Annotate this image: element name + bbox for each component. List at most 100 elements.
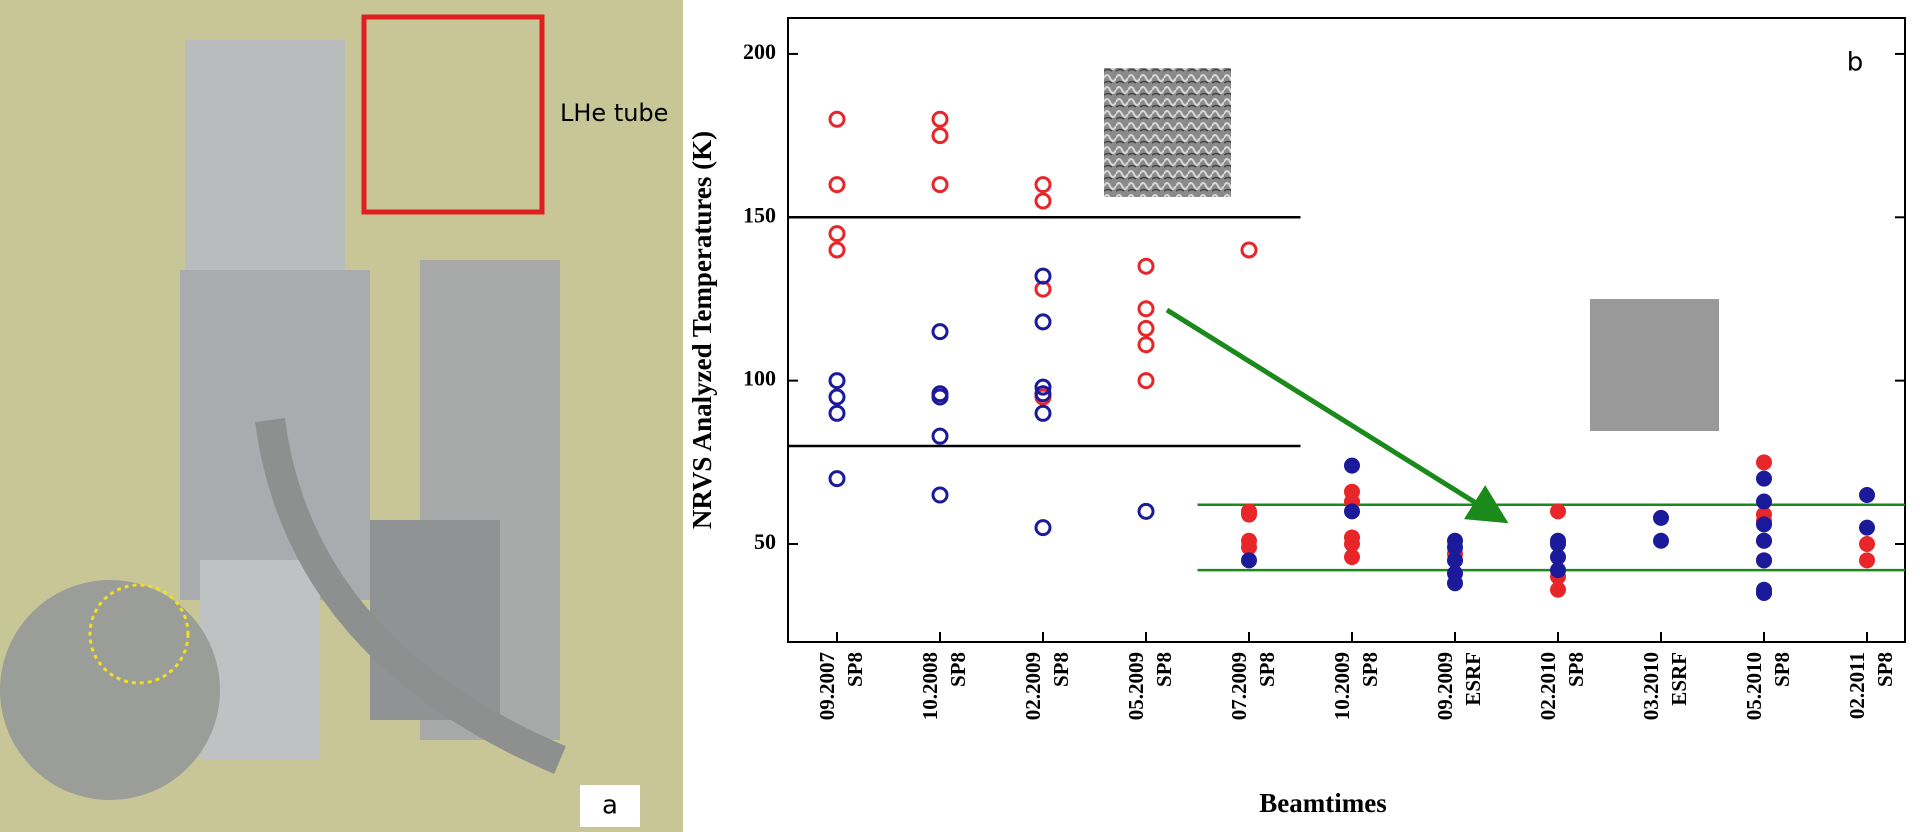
x-tick-label: 09.2007 — [815, 652, 839, 720]
x-tick-label: 09.2009 — [1433, 652, 1457, 720]
x-tick-label: 02.2009 — [1021, 652, 1045, 720]
point — [931, 486, 949, 504]
x-tick-label: 05.2010 — [1742, 652, 1766, 720]
point — [828, 110, 846, 128]
point — [1034, 519, 1052, 537]
chamber — [200, 560, 320, 760]
x-tick-label: SP8 — [1255, 652, 1279, 687]
point — [931, 427, 949, 445]
point — [931, 110, 949, 128]
x-tick-label: 02.2010 — [1536, 652, 1560, 720]
point — [828, 241, 846, 259]
sample-circle — [88, 583, 190, 685]
point — [1756, 584, 1772, 601]
x-tick-label: SP8 — [1564, 652, 1588, 687]
point — [1550, 562, 1566, 579]
point — [1447, 575, 1463, 592]
point — [1653, 532, 1669, 549]
point — [1756, 516, 1772, 533]
point — [1241, 539, 1257, 556]
arrow — [1165, 307, 1509, 524]
point — [1859, 486, 1875, 503]
point — [1137, 336, 1155, 354]
point — [828, 372, 846, 390]
y-tick-label: 100 — [743, 366, 776, 391]
plot-frame — [787, 17, 1906, 643]
point — [1859, 552, 1875, 569]
x-tick-label: SP8 — [946, 652, 970, 687]
point — [1550, 581, 1566, 598]
x-tick-label: 03.2010 — [1639, 652, 1663, 720]
point — [1240, 241, 1258, 259]
point — [1344, 535, 1360, 552]
point — [828, 470, 846, 488]
hose — [255, 418, 566, 774]
point — [828, 388, 846, 406]
point — [931, 323, 949, 341]
point — [1241, 552, 1257, 569]
point — [931, 388, 949, 406]
point — [1137, 502, 1155, 520]
x-tick-label: SP8 — [843, 652, 867, 687]
point — [828, 176, 846, 194]
point — [931, 127, 949, 145]
panel-label: b — [1847, 48, 1864, 78]
x-tick-label: SP8 — [1152, 652, 1176, 687]
flange — [0, 580, 220, 800]
x-tick-label: SP8 — [1770, 652, 1794, 687]
point — [1034, 378, 1052, 396]
point — [1034, 404, 1052, 422]
point — [1859, 535, 1875, 552]
point — [1241, 506, 1257, 523]
x-tick-label: 07.2009 — [1227, 652, 1251, 720]
point — [1447, 539, 1463, 556]
x-axis-label: Beamtimes — [1259, 788, 1386, 818]
x-tick-label: 10.2008 — [918, 652, 942, 720]
y-tick-label: 50 — [754, 529, 776, 554]
point — [1653, 509, 1669, 526]
callout-box — [361, 14, 545, 215]
point — [1034, 385, 1052, 403]
point — [1137, 319, 1155, 337]
y-axis-label: NRVS Analyzed Temperatures (K) — [687, 131, 717, 529]
point — [1447, 552, 1463, 569]
cryostat — [185, 40, 345, 280]
point — [1550, 503, 1566, 520]
point — [1034, 192, 1052, 210]
point — [1034, 176, 1052, 194]
photo: LHe tube a — [0, 0, 683, 832]
point — [1344, 549, 1360, 566]
point — [1756, 470, 1772, 487]
point — [1137, 372, 1155, 390]
y-tick-label: 200 — [743, 39, 776, 64]
inset-image — [1590, 299, 1719, 431]
point — [828, 404, 846, 422]
point — [1344, 503, 1360, 520]
point — [1756, 552, 1772, 569]
x-tick-label: 10.2009 — [1330, 652, 1354, 720]
x-tick-label: ESRF — [1667, 652, 1691, 706]
point — [828, 225, 846, 243]
callout-label: LHe tube — [560, 99, 668, 127]
point — [1756, 454, 1772, 471]
panel-label: a — [602, 791, 618, 821]
point — [1550, 535, 1566, 552]
inset-image — [1104, 68, 1231, 197]
y-tick-label: 150 — [743, 202, 776, 227]
x-tick-label: SP8 — [1049, 652, 1073, 687]
point — [931, 176, 949, 194]
point — [1034, 313, 1052, 331]
point — [1550, 549, 1566, 566]
x-tick-label: SP8 — [1873, 652, 1897, 687]
x-tick-label: ESRF — [1461, 652, 1485, 706]
point — [1756, 532, 1772, 549]
point — [1859, 519, 1875, 536]
x-tick-label: 05.2009 — [1124, 652, 1148, 720]
panel-box — [580, 785, 640, 827]
point — [1137, 300, 1155, 318]
point — [1034, 267, 1052, 285]
x-tick-label: SP8 — [1358, 652, 1382, 687]
point — [1756, 493, 1772, 510]
